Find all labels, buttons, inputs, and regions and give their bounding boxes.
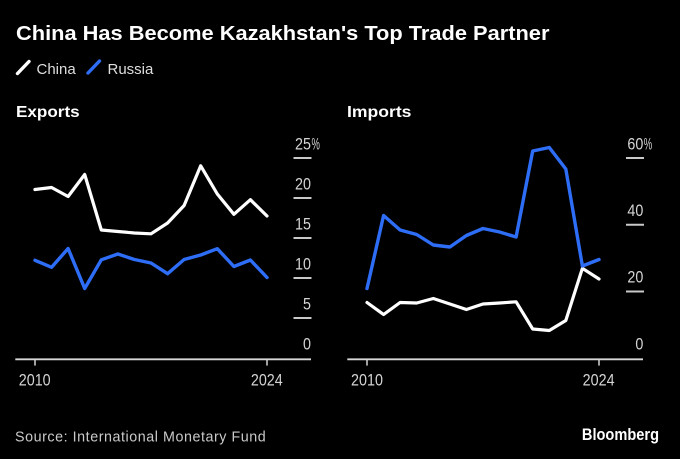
svg-text:China Has Become Kazakhstan's: China Has Become Kazakhstan's Top Trade … [16, 23, 549, 45]
svg-text:Imports: Imports [347, 103, 411, 121]
svg-text:0: 0 [635, 336, 643, 354]
svg-text:2024: 2024 [251, 371, 283, 389]
svg-text:10: 10 [295, 256, 311, 274]
svg-text:%: % [312, 135, 321, 153]
svg-text:Bloomberg: Bloomberg [582, 426, 659, 444]
svg-text:0: 0 [303, 336, 311, 354]
svg-text:15: 15 [295, 216, 311, 234]
svg-text:Source: International Monetary: Source: International Monetary Fund [15, 429, 266, 445]
svg-text:5: 5 [303, 296, 311, 314]
svg-text:20: 20 [627, 269, 643, 287]
svg-text:2010: 2010 [351, 371, 383, 389]
svg-text:40: 40 [627, 202, 643, 220]
svg-text:20: 20 [295, 176, 311, 194]
svg-text:25: 25 [295, 136, 311, 154]
svg-text:Russia: Russia [108, 61, 155, 78]
svg-text:60: 60 [627, 136, 643, 154]
svg-text:2024: 2024 [583, 371, 615, 389]
svg-text:%: % [644, 135, 653, 153]
svg-text:2010: 2010 [19, 371, 51, 389]
svg-text:Exports: Exports [16, 103, 80, 121]
svg-text:China: China [37, 61, 77, 78]
